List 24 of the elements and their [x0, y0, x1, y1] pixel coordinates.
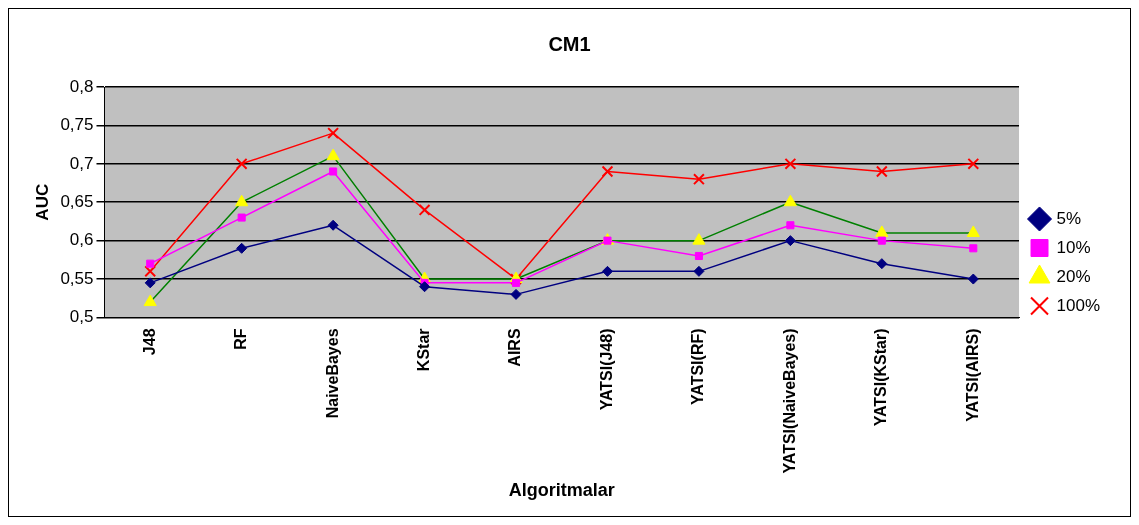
y-tick-label: 0,55: [60, 268, 94, 288]
y-tick-label: 0,6: [69, 230, 94, 250]
x-tick-label: J48: [140, 328, 158, 356]
y-tick-label: 0,65: [60, 191, 94, 211]
x-axis-title: Algoritmalar: [508, 480, 615, 501]
x-tick-label: YATSI(RF): [689, 328, 707, 405]
chart-title: CM1: [548, 32, 591, 55]
legend-label: 5%: [1056, 208, 1082, 228]
legend-label: 10%: [1056, 237, 1091, 257]
x-tick-label: YATSI(NaiveBayes): [780, 328, 798, 474]
y-tick-label: 0,8: [69, 76, 94, 96]
x-tick-label: RF: [232, 328, 250, 350]
x-tick-label: NaiveBayes: [323, 328, 341, 419]
x-tick-label: YATSI(J48): [597, 328, 615, 411]
y-tick-label: 0,5: [69, 307, 94, 327]
y-axis-title: AUC: [32, 183, 52, 221]
x-tick-label: YATSI(AIRS): [963, 328, 981, 422]
x-tick-label: KStar: [414, 328, 432, 372]
legend-label: 20%: [1056, 266, 1091, 286]
x-tick-label: AIRS: [506, 328, 524, 367]
legend-label: 100%: [1056, 295, 1100, 315]
x-tick-label: YATSI(KStar): [872, 328, 890, 427]
y-tick-label: 0,7: [69, 153, 94, 173]
y-tick-label: 0,75: [60, 115, 94, 135]
